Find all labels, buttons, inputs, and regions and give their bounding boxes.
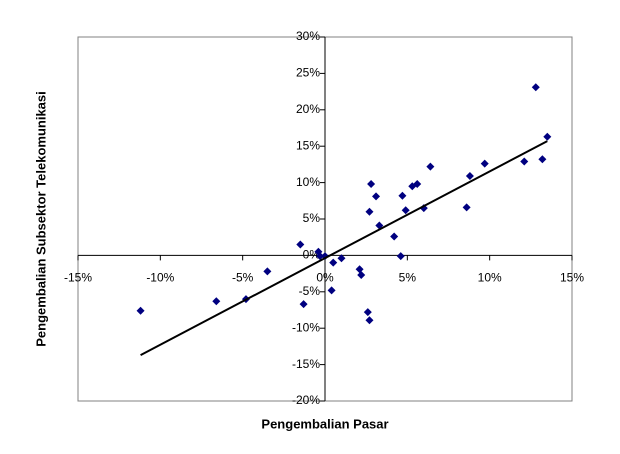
x-tick-label: -5% xyxy=(232,271,254,285)
point xyxy=(327,286,336,295)
x-tick-label: 15% xyxy=(560,271,584,285)
point xyxy=(212,297,221,306)
point xyxy=(363,308,372,317)
y-tick-label: -20% xyxy=(292,393,320,407)
point xyxy=(316,252,325,261)
x-tick-label: -15% xyxy=(64,271,92,285)
point xyxy=(355,265,364,274)
x-tick-label: 0% xyxy=(316,271,334,285)
x-tick-label: -10% xyxy=(146,271,174,285)
y-tick-label: 5% xyxy=(303,211,321,225)
point xyxy=(390,232,399,241)
point xyxy=(329,258,338,267)
y-tick-label: 10% xyxy=(296,175,320,189)
point xyxy=(465,172,474,181)
point xyxy=(365,316,374,325)
x-tick-label: 10% xyxy=(478,271,502,285)
y-tick-label: 15% xyxy=(296,138,320,152)
point xyxy=(372,192,381,201)
y-tick-label: -10% xyxy=(292,320,320,334)
point xyxy=(296,240,305,249)
point xyxy=(426,162,435,171)
point xyxy=(543,132,552,141)
y-tick-label: 25% xyxy=(296,66,320,80)
point xyxy=(357,271,366,280)
point xyxy=(365,207,374,216)
point xyxy=(401,206,410,215)
y-tick-label: -5% xyxy=(299,284,321,298)
trendline xyxy=(140,140,548,357)
x-axis-title: Pengembalian Pasar xyxy=(261,416,388,431)
point xyxy=(299,300,308,309)
point xyxy=(520,157,529,166)
y-axis-title: Pengembalian Subsektor Telekomunikasi xyxy=(33,91,48,347)
point xyxy=(396,252,405,261)
point xyxy=(462,203,471,212)
x-tick-label: 5% xyxy=(399,271,417,285)
point xyxy=(337,254,346,263)
point xyxy=(531,83,540,92)
point xyxy=(413,180,422,189)
point xyxy=(367,180,376,189)
point xyxy=(480,159,489,168)
point xyxy=(136,306,145,315)
point xyxy=(538,155,547,164)
y-tick-label: 30% xyxy=(296,29,320,43)
point xyxy=(263,267,272,276)
point xyxy=(398,191,407,200)
y-tick-label: -15% xyxy=(292,357,320,371)
y-tick-label: 20% xyxy=(296,102,320,116)
